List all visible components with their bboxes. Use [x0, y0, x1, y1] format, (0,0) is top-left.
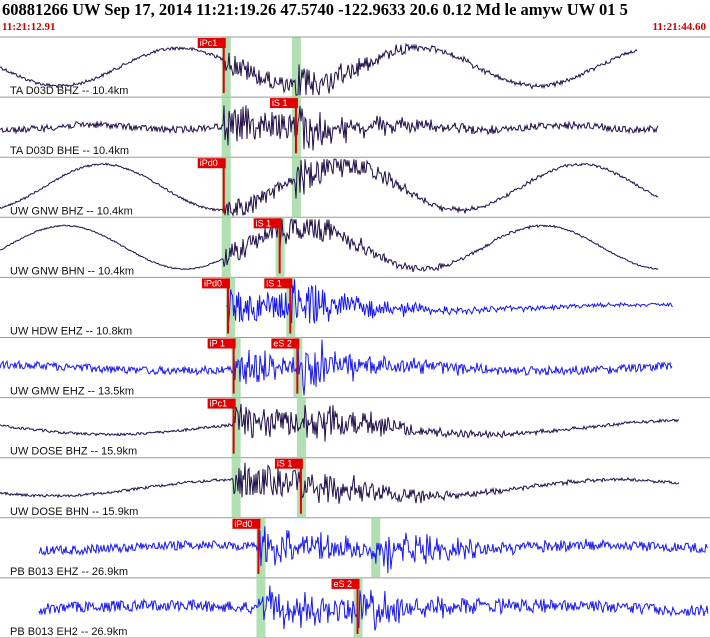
trace-row[interactable]: iP 1 eS 2 UW GMW EHZ -- 13.5km	[0, 337, 710, 399]
pick-label: iPc1	[210, 399, 228, 409]
waveform	[38, 526, 709, 574]
station-label: TA D03D BHZ -- 10.4km	[10, 85, 128, 97]
phase-pick: iS 1	[264, 278, 293, 334]
pick-label: iS 1	[277, 459, 293, 469]
station-label: UW GMW EHZ -- 13.5km	[10, 386, 134, 398]
s-window	[296, 397, 306, 458]
pick-tag	[271, 338, 300, 349]
pick-label: iP 1	[210, 339, 225, 349]
p-window	[231, 397, 241, 458]
station-label: TA D03D BHE -- 10.4km	[10, 145, 129, 157]
pick-tag	[331, 578, 360, 589]
phase-pick: iP 1	[207, 338, 236, 394]
waveform	[0, 158, 659, 218]
pick-tag	[269, 98, 298, 109]
waveform	[0, 105, 659, 151]
p-window	[221, 97, 231, 158]
pick-tag	[253, 218, 282, 229]
station-label: UW HDW EHZ -- 10.8km	[10, 326, 132, 338]
trace-row[interactable]: iS 1 UW GNW BHN -- 10.4km	[0, 217, 710, 278]
p-window	[256, 517, 266, 578]
pick-tag	[207, 338, 236, 349]
waveform	[0, 42, 638, 96]
station-label: UW GNW BHZ -- 10.4km	[10, 205, 133, 217]
station-label: UW GNW BHN -- 10.4km	[10, 265, 134, 277]
waveform	[0, 403, 680, 442]
trace-row[interactable]: iPc1 UW DOSE BHZ -- 15.9km	[0, 397, 710, 459]
trace-row[interactable]: iS 1 TA D03D BHE -- 10.4km	[0, 97, 710, 158]
pick-tag	[207, 398, 236, 409]
phase-pick: iS 1	[253, 218, 282, 274]
p-window	[231, 457, 241, 518]
phase-pick: iPc1	[197, 38, 226, 94]
trace-row[interactable]: iPd0 PB B013 EHZ -- 26.9km	[0, 517, 710, 579]
s-window	[371, 517, 381, 578]
pick-tag	[274, 458, 303, 469]
event-title: 60881266 UW Sep 17, 2014 11:21:19.26 47.…	[2, 0, 628, 19]
p-window	[225, 277, 235, 338]
s-window	[291, 37, 301, 98]
pick-label: iPc1	[200, 38, 218, 48]
pick-label: iPd0	[234, 519, 252, 529]
pick-label: eS 2	[334, 579, 353, 589]
p-window	[221, 37, 231, 98]
phase-pick: eS 2	[331, 578, 360, 634]
phase-pick: iPd0	[232, 518, 261, 574]
p-window	[221, 217, 231, 278]
pick-tag	[197, 158, 226, 169]
event-header: 60881266 UW Sep 17, 2014 11:21:19.26 47.…	[0, 0, 710, 37]
pick-label: iS 1	[266, 278, 282, 288]
station-label: PB B013 EHZ -- 26.9km	[10, 566, 128, 578]
pick-tag	[264, 278, 293, 289]
end-time-label: 11:21:44.60	[652, 21, 706, 33]
p-window	[256, 577, 266, 638]
pick-tag	[197, 38, 226, 48]
trace-row[interactable]: iPd0 iS 1 UW HDW EHZ -- 10.8km	[0, 277, 710, 338]
phase-pick: iPd0	[197, 158, 226, 214]
station-label: UW DOSE BHZ -- 15.9km	[10, 446, 137, 458]
waveform	[38, 585, 709, 631]
station-label: PB B013 EH2 -- 26.9km	[10, 626, 127, 638]
phase-pick: iS 1	[274, 458, 303, 514]
trace-row[interactable]: iPd0 UW GNW BHZ -- 10.4km	[0, 157, 710, 218]
station-label: UW DOSE BHN -- 15.9km	[10, 506, 138, 518]
trace-row[interactable]: eS 2 PB B013 EH2 -- 26.9km	[0, 577, 710, 638]
waveform	[0, 218, 659, 273]
pick-label: iS 1	[272, 98, 288, 108]
trace-row[interactable]: iS 1 UW DOSE BHN -- 15.9km	[0, 457, 710, 519]
p-window	[221, 157, 231, 218]
pick-label: iPd0	[204, 278, 222, 288]
pick-tag	[232, 518, 261, 529]
phase-pick: eS 2	[271, 338, 300, 394]
phase-pick: iPc1	[207, 398, 236, 454]
waveform	[0, 339, 673, 396]
pick-tag	[201, 278, 230, 289]
waveform	[0, 462, 680, 504]
waveform	[226, 279, 673, 324]
phase-pick: iS 1	[269, 98, 298, 154]
start-time-label: 11:21:12.91	[2, 21, 56, 33]
pick-label: iPd0	[200, 158, 218, 168]
phase-pick: iPd0	[201, 278, 230, 334]
pick-label: iS 1	[256, 218, 272, 228]
trace-row[interactable]: iPc1 TA D03D BHZ -- 10.4km	[0, 37, 710, 98]
pick-label: eS 2	[273, 339, 292, 349]
